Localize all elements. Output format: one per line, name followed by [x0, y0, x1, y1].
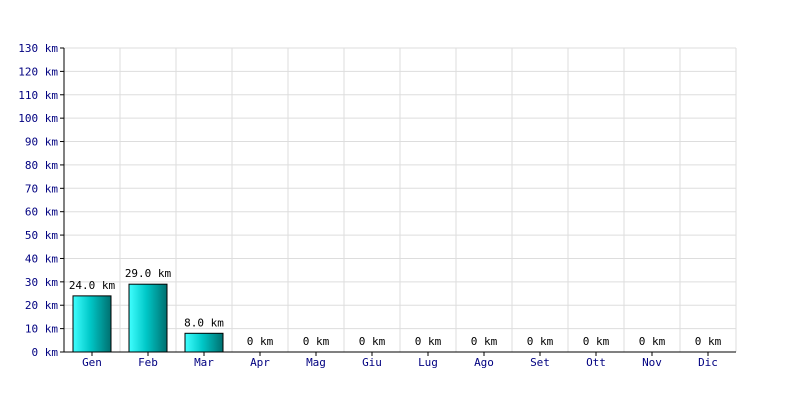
data-label: 0 km	[303, 335, 330, 348]
x-tick-label: Lug	[418, 356, 438, 369]
y-tick-label: 30 km	[25, 276, 58, 289]
y-tick-label: 70 km	[25, 182, 58, 195]
data-label: 0 km	[247, 335, 274, 348]
x-tick-label: Mag	[306, 356, 326, 369]
data-label: 0 km	[415, 335, 442, 348]
y-tick-label: 60 km	[25, 206, 58, 219]
bar	[128, 283, 168, 353]
data-label: 0 km	[695, 335, 722, 348]
x-tick-label: Gen	[82, 356, 102, 369]
y-tick-label: 90 km	[25, 136, 58, 149]
x-tick-label: Dic	[698, 356, 718, 369]
data-label: 0 km	[583, 335, 610, 348]
data-label: 24.0 km	[69, 279, 116, 292]
axes	[60, 47, 736, 356]
x-tick-label: Feb	[138, 356, 158, 369]
data-label: 0 km	[639, 335, 666, 348]
bar	[72, 295, 112, 353]
grid-lines	[64, 47, 737, 352]
y-tick-label: 40 km	[25, 252, 58, 265]
data-label: 0 km	[471, 335, 498, 348]
data-label: 8.0 km	[184, 316, 224, 329]
y-tick-label: 0 km	[32, 346, 59, 359]
x-tick-label: Ago	[474, 356, 494, 369]
bar	[184, 332, 224, 353]
x-tick-label: Set	[530, 356, 550, 369]
y-tick-label: 110 km	[18, 89, 58, 102]
data-label: 0 km	[359, 335, 386, 348]
labels: 0 km 10 km 20 km 30 km 40 km 50 km 60 km 70 km 8…	[18, 42, 721, 369]
y-tick-label: 10 km	[25, 323, 58, 336]
y-tick-label: 100 km	[18, 112, 58, 125]
y-tick-label: 50 km	[25, 229, 58, 242]
x-tick-label: Nov	[642, 356, 662, 369]
y-tick-label: 120 km	[18, 65, 58, 78]
x-tick-label: Giu	[362, 356, 382, 369]
y-tick-label: 80 km	[25, 159, 58, 172]
y-tick-label: 20 km	[25, 299, 58, 312]
x-tick-label: Apr	[250, 356, 270, 369]
y-tick-label: 130 km	[18, 42, 58, 55]
x-tick-label: Ott	[586, 356, 606, 369]
x-tick-label: Mar	[194, 356, 214, 369]
data-label: 29.0 km	[125, 267, 172, 280]
data-label: 0 km	[527, 335, 554, 348]
bars	[72, 283, 224, 353]
